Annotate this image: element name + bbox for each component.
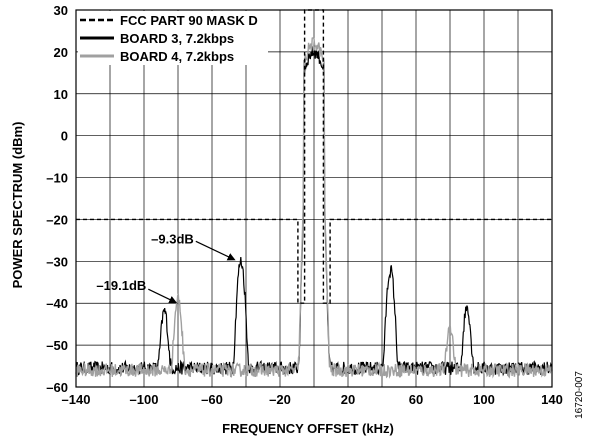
x-tick-label: 140 <box>541 392 563 407</box>
legend-label: FCC PART 90 MASK D <box>120 13 258 28</box>
legend: FCC PART 90 MASK D BOARD 3, 7.2kbps BOARD … <box>78 11 268 65</box>
y-axis-title: POWER SPECTRUM (dBm) <box>10 122 25 289</box>
annotations: –9.3dB –19.1dB <box>96 231 236 304</box>
y-tick-label: –60 <box>46 380 68 395</box>
grid <box>76 10 552 387</box>
annotation-label: –9.3dB <box>151 231 194 246</box>
y-tick-label: –30 <box>46 254 68 269</box>
figure-id: 16720-007 <box>574 371 585 419</box>
annotation-arrow <box>148 288 178 304</box>
y-tick-label: 0 <box>61 129 68 144</box>
annotation-arrow <box>195 240 236 261</box>
legend-label: BOARD 3, 7.2kbps <box>120 31 234 46</box>
x-tick-label: –60 <box>201 392 223 407</box>
annotation-label: –19.1dB <box>96 278 146 293</box>
x-tick-labels: –140 –100 –60 –20 20 60 100 140 <box>62 392 563 407</box>
x-axis-title: FREQUENCY OFFSET (kHz) <box>222 421 394 436</box>
x-tick-label: 100 <box>473 392 495 407</box>
x-tick-label: 20 <box>341 392 355 407</box>
y-tick-label: –10 <box>46 171 68 186</box>
plot-frame <box>75 9 553 388</box>
x-tick-label: –140 <box>62 392 91 407</box>
series-fcc-mask <box>76 9 552 304</box>
x-tick-label: –20 <box>269 392 291 407</box>
y-tick-label: 10 <box>54 87 68 102</box>
y-tick-label: 20 <box>54 45 68 60</box>
legend-label: BOARD 4, 7.2kbps <box>120 49 234 64</box>
y-tick-label: –50 <box>46 338 68 353</box>
x-tick-label: 60 <box>409 392 423 407</box>
series-board-4 <box>75 37 553 379</box>
y-tick-label: –20 <box>46 212 68 227</box>
y-tick-label: 30 <box>54 3 68 18</box>
y-tick-labels: 30 20 10 0 –10 –20 –30 –40 –50 –60 <box>46 3 68 395</box>
y-tick-label: –40 <box>46 296 68 311</box>
x-tick-label: –100 <box>130 392 159 407</box>
series-layer <box>75 9 553 379</box>
